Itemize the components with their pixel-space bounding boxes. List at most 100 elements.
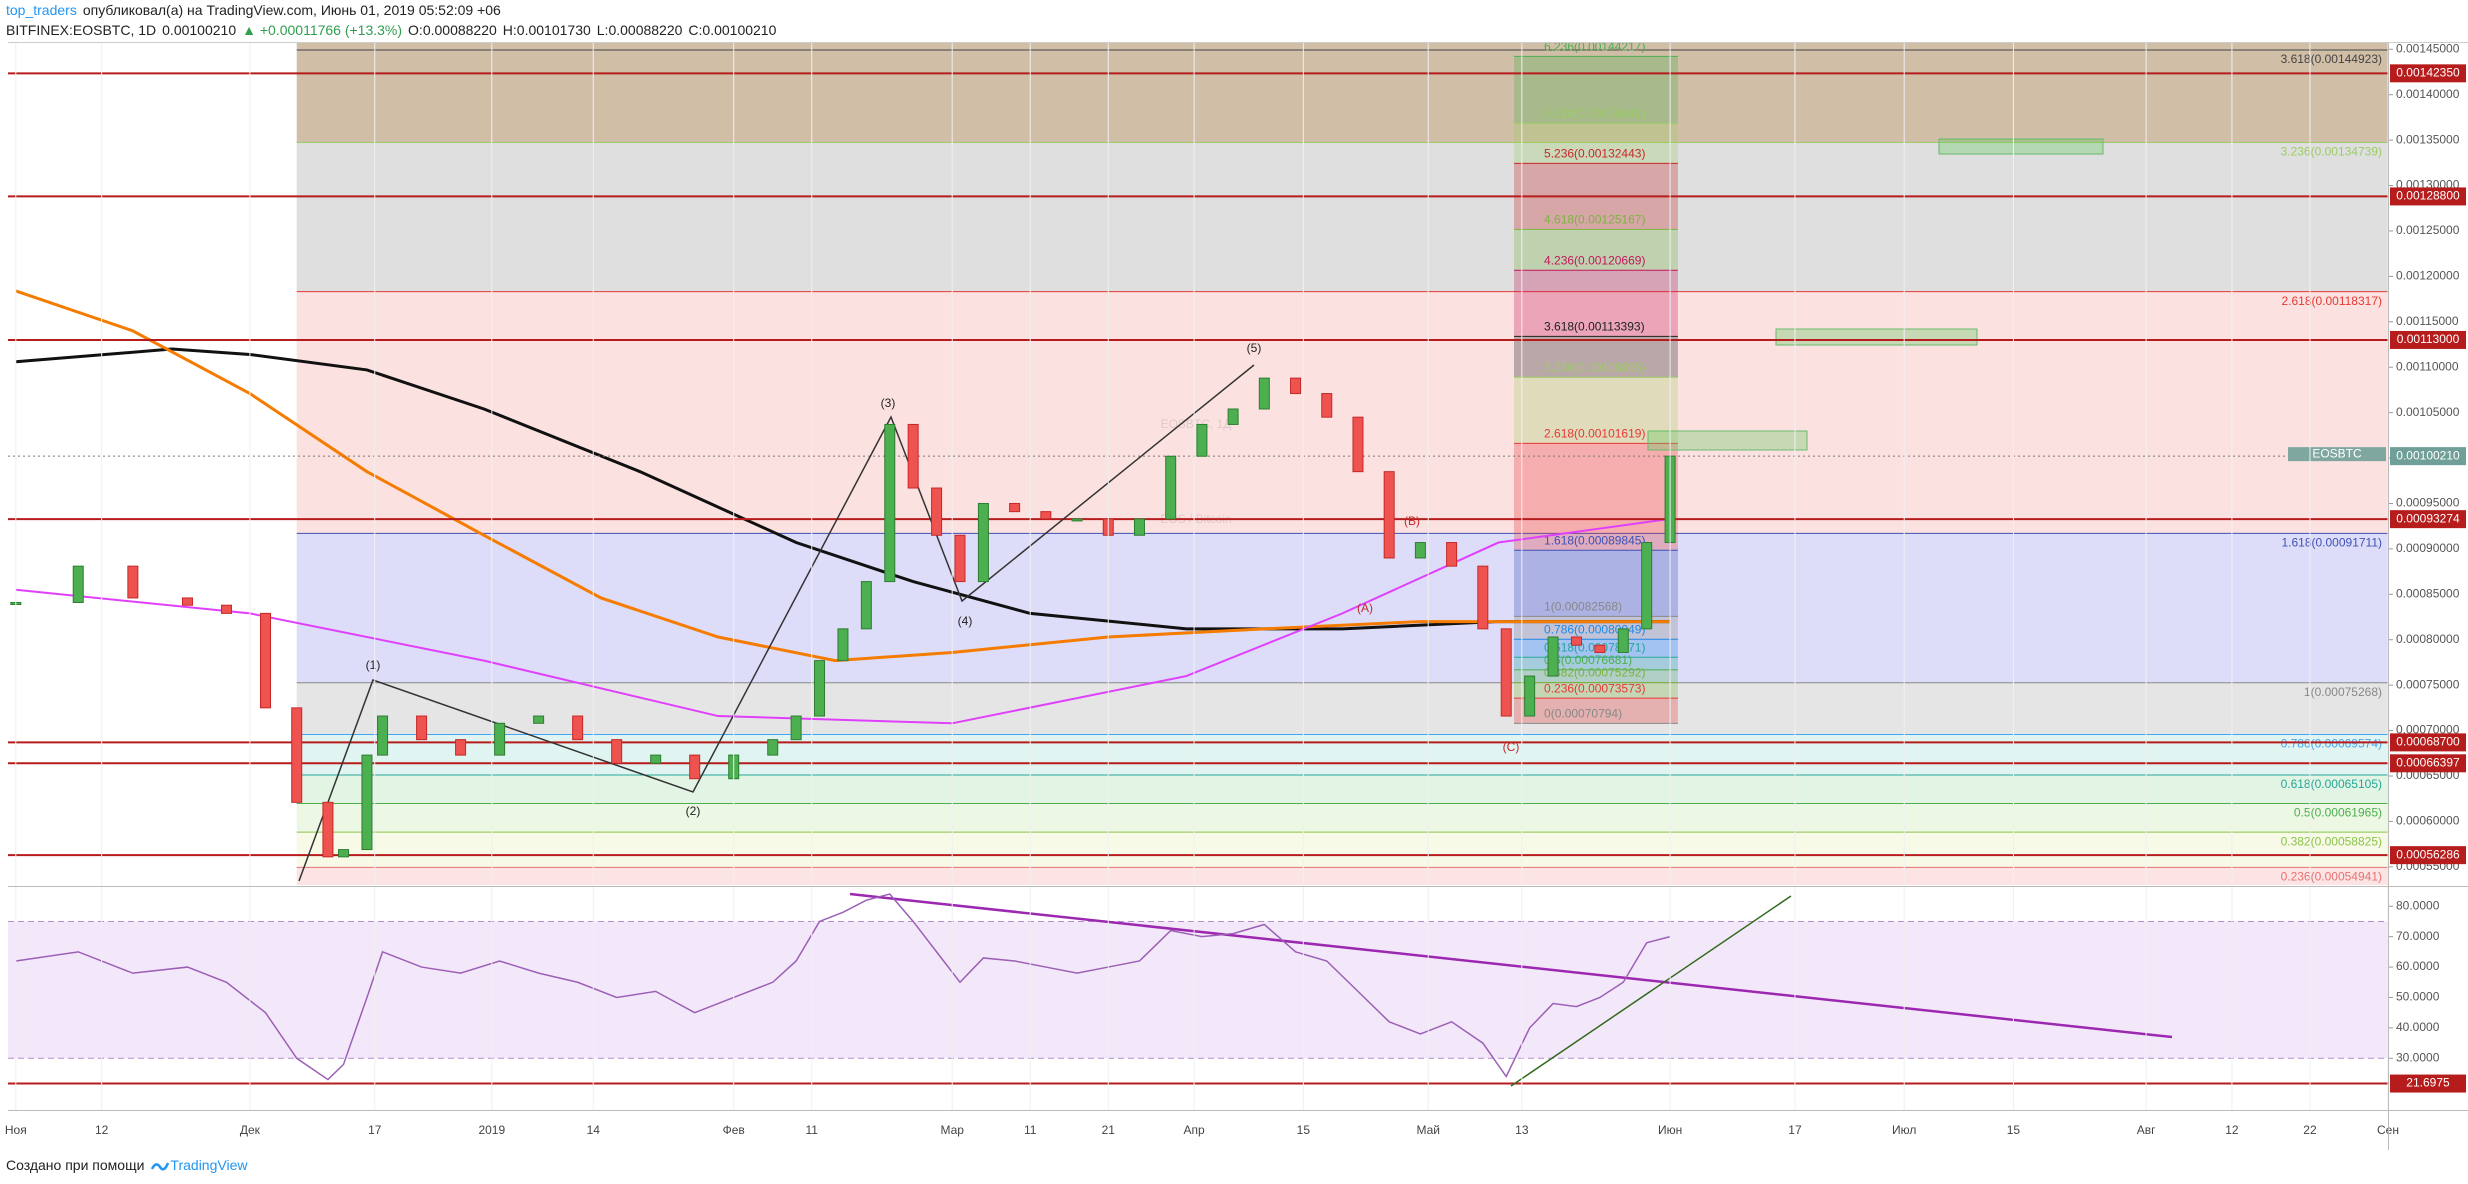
level-label-box <box>2390 330 2466 349</box>
wave-label: (1) <box>366 658 381 672</box>
y-tick-label: 0.00110000 <box>2396 359 2459 373</box>
fib-zone <box>296 42 2388 50</box>
candle <box>884 423 896 583</box>
x-tick-label: Ноя <box>5 1123 27 1137</box>
y-tick-label: 0.00075000 <box>2396 677 2460 691</box>
candle <box>1040 511 1052 520</box>
fib-label: 0.618(0.00065105) <box>2281 777 2382 791</box>
x-tick-label: 15 <box>2007 1123 2021 1137</box>
x-tick-label: 12 <box>2225 1123 2239 1137</box>
candle <box>322 801 334 858</box>
y-tick-label: 0.00125000 <box>2396 223 2460 237</box>
rsi-y-tick-label: 40.0000 <box>2396 1020 2440 1034</box>
candle <box>907 423 919 489</box>
x-tick-label: Июн <box>1658 1123 1682 1137</box>
rsi-y-tick-label: 80.0000 <box>2396 898 2440 912</box>
candle <box>860 581 872 630</box>
y-tick-label: 0.00120000 <box>2396 269 2460 283</box>
candle <box>1594 644 1606 653</box>
level-label: 0.00128800 <box>2396 189 2460 203</box>
candle <box>220 604 232 614</box>
y-tick-label: 0.00140000 <box>2396 87 2460 101</box>
x-tick-label: Мар <box>940 1123 964 1137</box>
fib-label: 0.382(0.00058825) <box>2281 834 2382 848</box>
x-tick-label: Фев <box>723 1123 745 1137</box>
wave-line <box>298 364 1255 882</box>
candle <box>1165 455 1177 520</box>
footer: Создано при помощи TradingView <box>6 1157 253 1173</box>
level-label: 0.00066397 <box>2396 755 2460 769</box>
fib-ext-zone <box>1514 270 1678 337</box>
candle <box>1524 675 1536 717</box>
x-tick-label: 2019 <box>478 1123 505 1137</box>
y-tick-label: 0.00060000 <box>2396 814 2460 828</box>
fib-zone <box>296 533 2388 683</box>
close: C:0.00100210 <box>688 22 777 38</box>
level-label-box <box>2390 733 2466 752</box>
candle <box>416 715 428 741</box>
footer-brand[interactable]: TradingView <box>170 1157 248 1173</box>
fib-label: 0.236(0.00054941) <box>2281 870 2382 884</box>
fib-ext-label: 3.618(0.00113393) <box>1544 320 1645 334</box>
symbol: BITFINEX:EOSBTC, 1D <box>6 22 157 38</box>
candle <box>1352 416 1364 473</box>
fib-label: 0.5(0.00061965) <box>2294 806 2382 820</box>
last-price-tag: EOSBTC <box>2312 446 2362 460</box>
rsi-pane <box>8 892 2388 1087</box>
candle <box>1290 377 1302 395</box>
fib-ext-label: 4.236(0.00120669) <box>1544 253 1645 267</box>
high: H:0.00101730 <box>502 22 591 38</box>
last: 0.00100210 <box>162 22 237 38</box>
x-tick-label: 12 <box>95 1123 109 1137</box>
author[interactable]: top_traders <box>6 2 77 18</box>
candle <box>790 715 802 741</box>
axes: Ноя 12 Дек 17 2019 14 Фев 11 Мар 11 21 Апр 15 Май 13 Ию… <box>5 41 2466 1137</box>
candle <box>1071 518 1083 522</box>
candle <box>455 739 467 756</box>
fib-ext-label: 2.618(0.00101619) <box>1544 427 1645 441</box>
last-price-label: 0.00100210 <box>2396 448 2460 462</box>
candle <box>1227 408 1239 425</box>
fib-ext-label: 0(0.00070794) <box>1544 707 1622 721</box>
candle <box>494 722 506 756</box>
candle <box>1500 628 1512 717</box>
low: L:0.00088220 <box>596 22 683 38</box>
last-price-box <box>2390 447 2466 466</box>
y-tick-label: 0.00095000 <box>2396 496 2460 510</box>
fib-ext-zone <box>1514 229 1678 271</box>
x-tick-label: 21 <box>1102 1123 1116 1137</box>
level-label: 0.00113000 <box>2397 332 2460 346</box>
candle <box>1383 471 1395 559</box>
x-tick-label: 17 <box>368 1123 382 1137</box>
fib-label: 0.786(0.00069574) <box>2281 737 2382 751</box>
fib-ext-label: 0.382(0.00075292) <box>1544 666 1645 680</box>
fib-ext-zone <box>1514 443 1678 551</box>
fib-ext-label: 0.5(0.00076681) <box>1544 653 1632 667</box>
candle <box>181 597 193 606</box>
fib-ext-label: 6.236(0.00144217) <box>1544 40 1645 54</box>
candle <box>954 534 966 583</box>
level-label-box <box>2390 187 2466 206</box>
x-tick-label: Апр <box>1184 1123 1206 1137</box>
x-tick-label: 15 <box>1297 1123 1311 1137</box>
y-tick-label: 0.00085000 <box>2396 586 2460 600</box>
x-tick-label: 13 <box>1515 1123 1529 1137</box>
candle <box>127 565 139 599</box>
y-tick-label: 0.00090000 <box>2396 541 2460 555</box>
candle <box>767 739 779 756</box>
rsi-support-line <box>1510 895 1792 1087</box>
candle <box>1641 542 1653 630</box>
candle <box>1547 636 1559 677</box>
wave-label: (C) <box>1503 740 1520 754</box>
wave-label: (3) <box>881 396 896 410</box>
y-tick-label: 0.00145000 <box>2396 41 2460 55</box>
candle <box>1617 628 1629 653</box>
y-tick-label: 0.00070000 <box>2396 723 2460 737</box>
fib-zone <box>296 49 2388 143</box>
candle <box>572 715 584 741</box>
candle <box>1133 518 1145 536</box>
level-label: 0.00093274 <box>2396 511 2460 525</box>
main-pane: 3.618(0.00144923) 3.236(0.00134739) 2.618(… <box>8 40 2388 885</box>
fib-zone <box>296 142 2388 292</box>
